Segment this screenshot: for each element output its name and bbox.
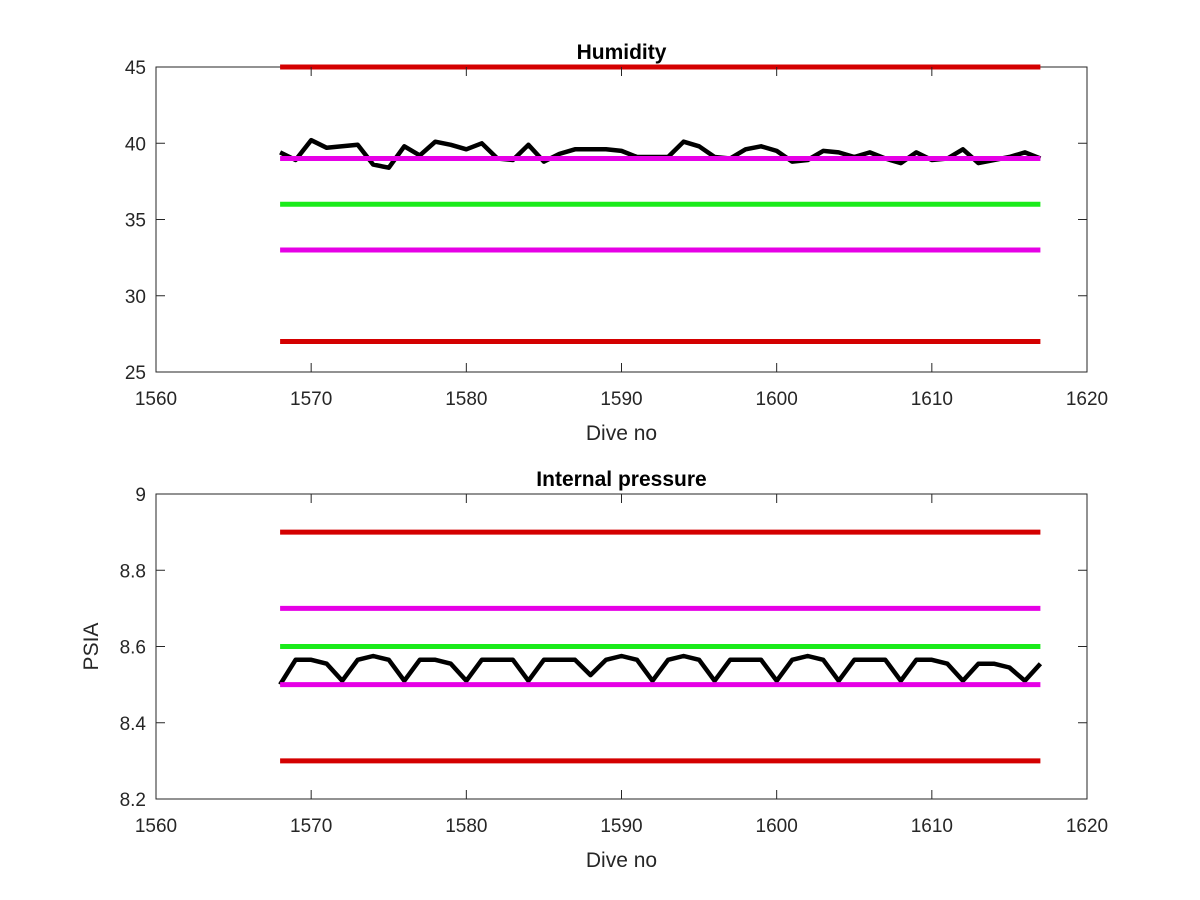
humidity-y-tick-label: 45 bbox=[125, 58, 146, 79]
humidity-plot-area: 1560 1570 1580 1590 1600 1610 1620 25 30 35 40 45 bbox=[125, 58, 1108, 410]
humidity-x-tick-label: 1620 bbox=[1066, 389, 1108, 410]
humidity-axes-box bbox=[155, 66, 1088, 373]
internal-pressure-data-line bbox=[278, 653, 1043, 686]
humidity-y-tick-label: 25 bbox=[125, 363, 146, 384]
humidity-x-tick-label: 1600 bbox=[756, 389, 798, 410]
internal-pressure-x-tick-label: 1620 bbox=[1066, 816, 1108, 837]
humidity-x-tick-label: 1590 bbox=[600, 389, 642, 410]
internal-pressure-y-tick-label: 9 bbox=[135, 485, 146, 506]
humidity-x-tick-label: 1570 bbox=[290, 389, 332, 410]
humidity-x-tick-label: 1580 bbox=[445, 389, 487, 410]
internal-pressure-x-axis-label: Dive no bbox=[586, 849, 657, 872]
humidity-y-tick-label: 30 bbox=[125, 287, 146, 308]
humidity-y-tick-label: 40 bbox=[125, 134, 146, 155]
internal-pressure-y-axis-label: PSIA bbox=[80, 623, 103, 671]
internal-pressure-y-tick-label: 8.4 bbox=[120, 714, 147, 735]
internal-pressure-y-tick-label: 8.2 bbox=[120, 790, 146, 811]
humidity-chart-title: Humidity bbox=[577, 41, 667, 64]
internal-pressure-plot-area: 1560 1570 1580 1590 1600 1610 1620 8.2 8.4 8.6 8.8… bbox=[120, 485, 1109, 837]
humidity-x-tick-label: 1610 bbox=[911, 389, 953, 410]
humidity-data-line bbox=[279, 137, 1042, 170]
humidity-x-axis-label: Dive no bbox=[586, 422, 657, 445]
internal-pressure-y-tick-label: 8.8 bbox=[120, 561, 146, 582]
internal-pressure-x-tick-label: 1570 bbox=[290, 816, 332, 837]
internal-pressure-x-tick-label: 1600 bbox=[756, 816, 798, 837]
internal-pressure-x-tick-label: 1610 bbox=[911, 816, 953, 837]
humidity-chart: 1560 1570 1580 1590 1600 1610 1620 25 30 35 40 45 H… bbox=[125, 41, 1108, 445]
internal-pressure-chart: 1560 1570 1580 1590 1600 1610 1620 8.2 8.4 8.6 8.8… bbox=[80, 468, 1108, 872]
internal-pressure-x-tick-label: 1580 bbox=[445, 816, 487, 837]
humidity-x-tick-label: 1560 bbox=[135, 389, 177, 410]
internal-pressure-x-tick-label: 1590 bbox=[600, 816, 642, 837]
humidity-y-tick-label: 35 bbox=[125, 211, 146, 232]
internal-pressure-chart-title: Internal pressure bbox=[536, 468, 706, 491]
internal-pressure-y-tick-label: 8.6 bbox=[120, 638, 146, 659]
internal-pressure-x-tick-label: 1560 bbox=[135, 816, 177, 837]
